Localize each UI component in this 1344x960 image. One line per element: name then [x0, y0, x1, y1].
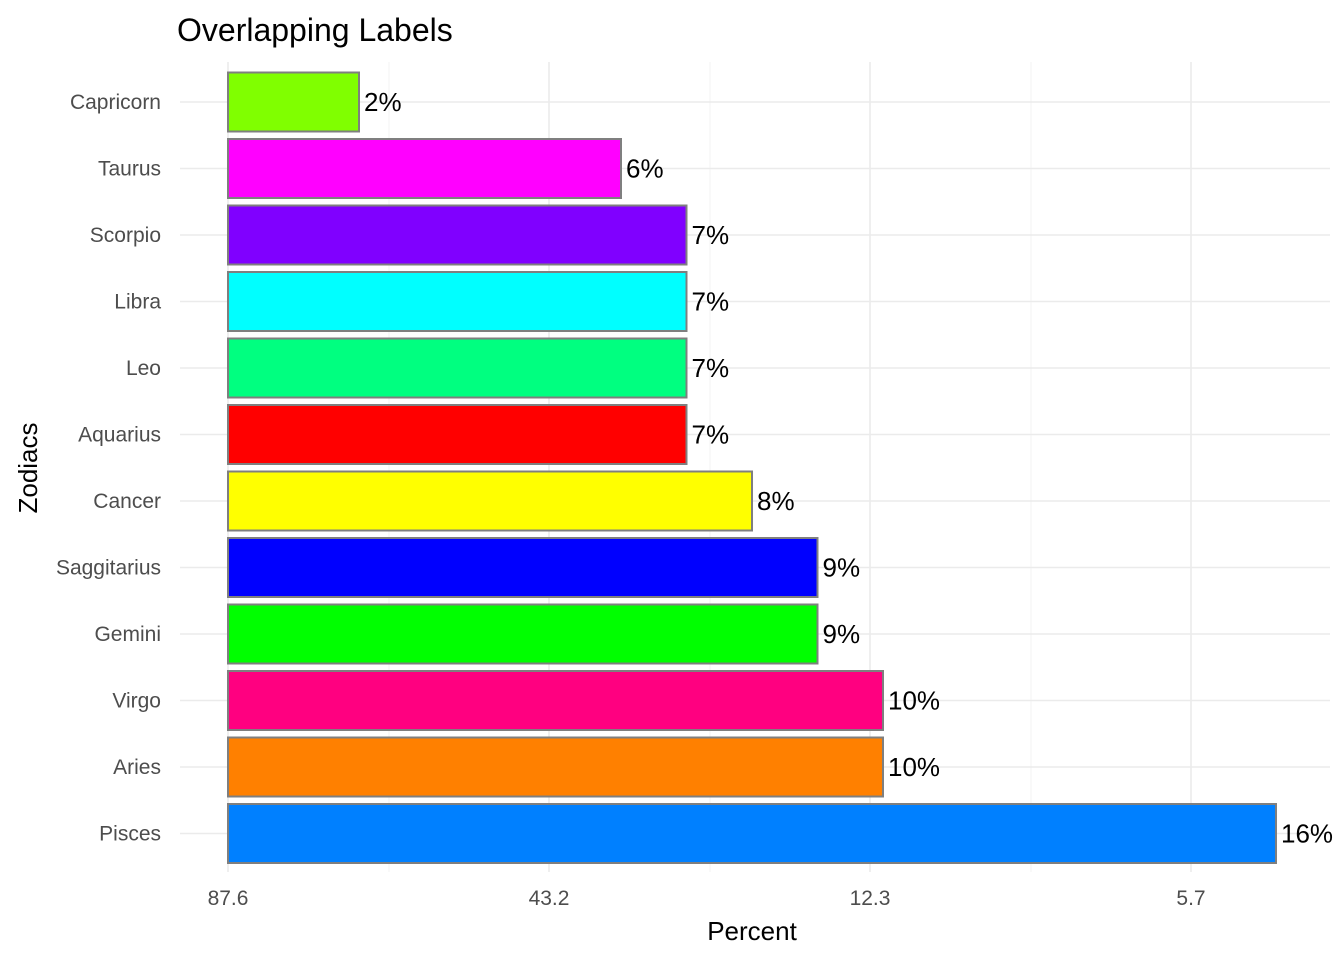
bar-scorpio — [227, 204, 688, 266]
bar-taurus — [227, 138, 622, 199]
y-tick-labels: Capricorn Taurus Scorpio Libra Leo Aquarius Ca… — [56, 91, 161, 846]
data-label-gemini: 9% — [823, 619, 861, 649]
y-tick-label-saggitarius: Saggitarius — [56, 557, 161, 580]
data-label-scorpio: 7% — [692, 220, 730, 250]
chart-title: Overlapping Labels — [177, 12, 453, 48]
data-label-virgo: 10% — [888, 686, 940, 716]
x-tick-label: 12.3 — [850, 887, 891, 910]
y-axis-title: Zodiacs — [13, 422, 43, 513]
y-tick-label-cancer: Cancer — [93, 490, 161, 513]
bar-aries — [227, 736, 884, 798]
y-tick-label-leo: Leo — [126, 357, 161, 380]
y-tick-label-scorpio: Scorpio — [90, 224, 161, 247]
bar-leo — [227, 337, 688, 399]
x-axis-title: Percent — [707, 916, 797, 946]
bars — [227, 71, 1277, 864]
data-label-libra: 7% — [692, 287, 730, 317]
y-tick-label-virgo: Virgo — [112, 690, 161, 713]
y-tick-label-libra: Libra — [114, 291, 161, 314]
data-label-pisces: 16% — [1281, 819, 1333, 849]
x-tick-label: 5.7 — [1176, 887, 1205, 910]
data-label-aries: 10% — [888, 752, 940, 782]
data-label-capricorn: 2% — [364, 87, 402, 117]
data-label-leo: 7% — [692, 353, 730, 383]
y-tick-label-aries: Aries — [113, 756, 161, 779]
y-tick-label-capricorn: Capricorn — [70, 91, 161, 114]
bar-aquarius — [227, 404, 688, 465]
data-label-taurus: 6% — [626, 154, 664, 184]
data-label-cancer: 8% — [757, 486, 795, 516]
x-tick-label: 43.2 — [529, 887, 570, 910]
bar-cancer — [227, 470, 753, 532]
x-tick-labels: 87.6 43.2 12.3 5.7 — [208, 887, 1206, 910]
y-tick-label-pisces: Pisces — [99, 823, 161, 846]
bar-capricorn — [227, 71, 360, 133]
bar-saggitarius — [227, 537, 819, 598]
y-tick-label-taurus: Taurus — [98, 158, 161, 181]
y-tick-label-gemini: Gemini — [94, 623, 161, 646]
data-labels: 2% 6% 7% 7% 7% 7% 8% 9% 9% 10% 10% 16% — [364, 87, 1333, 849]
data-label-saggitarius: 9% — [823, 553, 861, 583]
bar-virgo — [227, 670, 884, 731]
x-tick-label: 87.6 — [208, 887, 249, 910]
y-tick-label-aquarius: Aquarius — [78, 424, 161, 447]
bar-gemini — [227, 603, 819, 665]
bar-pisces — [227, 803, 1277, 864]
data-label-aquarius: 7% — [692, 420, 730, 450]
bar-libra — [227, 271, 688, 332]
